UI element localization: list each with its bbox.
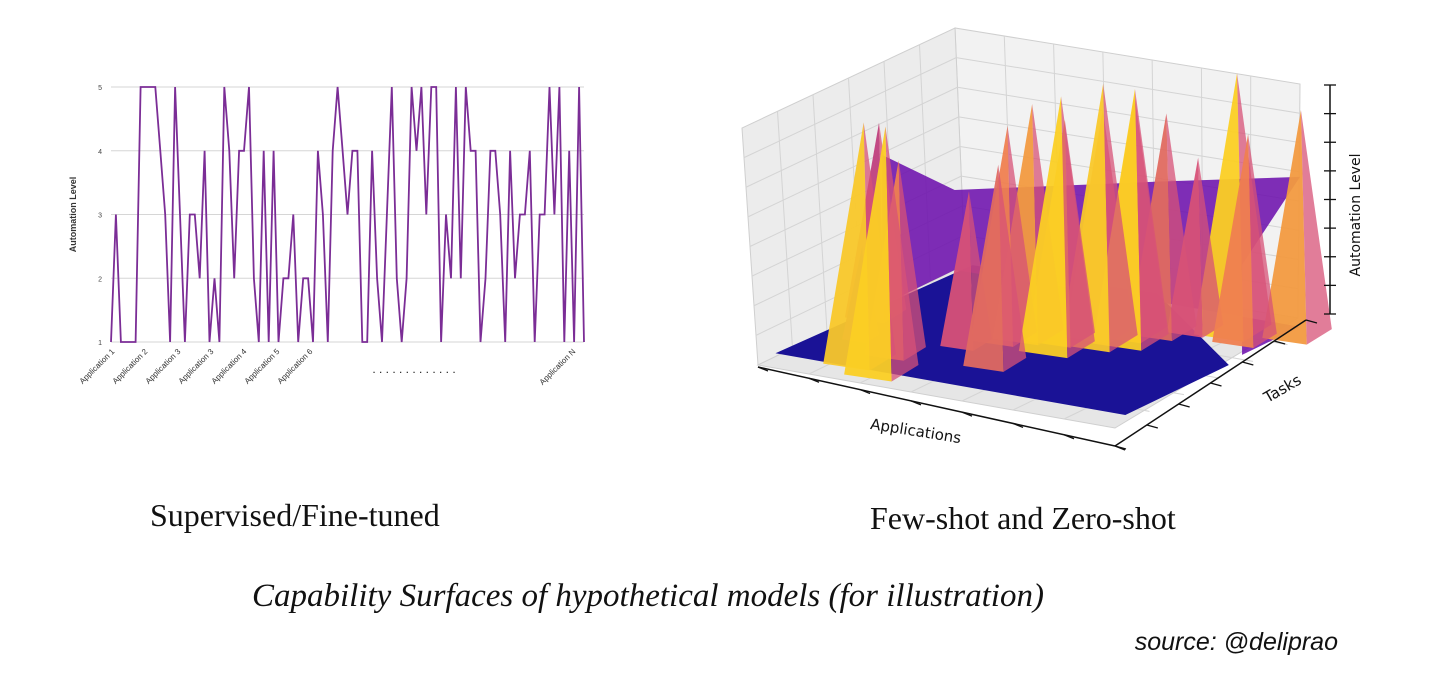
- gridline: [777, 111, 793, 349]
- surface-peak-shade: [1198, 157, 1224, 338]
- figure-caption: Capability Surfaces of hypothetical mode…: [252, 578, 1044, 614]
- surface-peak-face: [844, 126, 892, 382]
- x-axis-tick: [910, 400, 922, 406]
- y-tick-label: 2: [98, 276, 102, 283]
- y-axis-tick: [1210, 382, 1222, 387]
- x-axis-ellipsis: . . . . . . . . . . . . .: [372, 362, 455, 376]
- right-chart-caption: Few-shot and Zero-shot: [870, 500, 1176, 536]
- gridline: [812, 94, 828, 332]
- x-axis-tick: [1012, 422, 1024, 429]
- y-axis-tick: [1273, 340, 1286, 345]
- surface-peak-shade: [885, 126, 919, 382]
- source-credit: source: @deliprao: [1134, 628, 1338, 656]
- y-axis-tick: [1146, 424, 1159, 429]
- y-axis-tick: [1114, 445, 1127, 450]
- x-axis-tick: [757, 366, 769, 372]
- y-tick-label: 1: [98, 340, 102, 347]
- gridline: [956, 57, 1300, 114]
- y-tick-label: 3: [98, 213, 102, 220]
- x-axis-tick: [808, 377, 820, 383]
- surface-peak-shade: [1134, 88, 1169, 351]
- y-axis-label: Automation Level: [68, 177, 78, 253]
- y-axis-tick: [1242, 361, 1254, 366]
- series-line: [110, 86, 585, 343]
- x-axis-label: Applications: [869, 415, 962, 447]
- surface-peak-shade: [1103, 83, 1138, 353]
- surface-peak-face: [1262, 110, 1307, 345]
- z-axis-label: Automation Level: [1348, 154, 1364, 277]
- surface-peak-face: [1212, 133, 1254, 349]
- surface-peak-face: [963, 164, 1004, 372]
- x-axis-tick: [859, 388, 871, 395]
- surface-peak-shade: [998, 164, 1027, 372]
- y-axis-tick: [1305, 319, 1318, 324]
- surface-peak-shade: [1166, 113, 1197, 342]
- y-tick-label: 5: [98, 85, 102, 92]
- surface-peak-face: [1018, 96, 1068, 359]
- left-chart-caption: Supervised/Fine-tuned: [150, 497, 440, 533]
- y-axis-label: Tasks: [1260, 371, 1305, 407]
- surface-peak-shade: [1061, 96, 1095, 359]
- y-axis-tick: [1178, 403, 1190, 408]
- surface-peak-shade: [1248, 133, 1277, 349]
- x-axis-tick: [961, 411, 973, 417]
- x-axis-line: [757, 366, 1116, 447]
- y-tick-label: 4: [98, 149, 102, 156]
- x-axis-tick: [1063, 434, 1075, 440]
- surface-peak-face: [940, 191, 974, 351]
